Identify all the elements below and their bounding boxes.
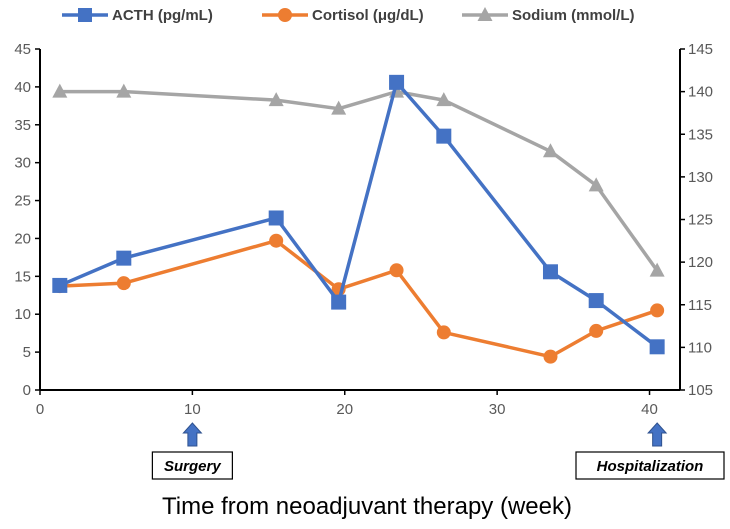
sodium-point bbox=[52, 83, 68, 98]
legend: ACTH (pg/mL) Cortisol (μg/dL) Sodium (mmol… bbox=[62, 7, 635, 24]
acth-point bbox=[588, 293, 604, 309]
acth-point bbox=[331, 294, 347, 310]
hospitalization-label: Hospitalization bbox=[597, 458, 704, 475]
surgery-arrow-icon bbox=[182, 422, 203, 447]
y-left-tick-label: 30 bbox=[14, 155, 31, 172]
y-left-tick-label: 40 bbox=[14, 79, 31, 96]
sodium-point bbox=[649, 262, 665, 277]
legend-sodium-marker bbox=[477, 7, 493, 21]
x-axis-title: Time from neoadjuvant therapy (week) bbox=[162, 493, 572, 520]
y-right-tick-label: 130 bbox=[688, 169, 713, 186]
y-left-tick-label: 45 bbox=[14, 41, 31, 58]
surgery-box bbox=[151, 451, 233, 480]
cortisol-point bbox=[650, 303, 665, 318]
y-left-tick-label: 0 bbox=[23, 382, 31, 399]
y-right-tick-label: 140 bbox=[688, 84, 713, 101]
y-right-tick-label: 105 bbox=[688, 382, 713, 399]
y-right-tick-label: 145 bbox=[688, 41, 713, 58]
sodium-point bbox=[588, 177, 604, 192]
sodium-point bbox=[268, 92, 284, 107]
cortisol-point bbox=[269, 233, 284, 248]
acth-point bbox=[268, 210, 284, 226]
acth-point bbox=[52, 277, 68, 293]
acth-line bbox=[59, 80, 659, 349]
y-right-tick-label: 125 bbox=[688, 212, 713, 229]
sodium-point bbox=[116, 83, 132, 98]
x-tick-label: 10 bbox=[184, 401, 201, 418]
sodium-line bbox=[59, 89, 659, 272]
y-right-tick-label: 135 bbox=[688, 126, 713, 143]
legend-cortisol-label: Cortisol (μg/dL) bbox=[312, 7, 424, 24]
x-tick-label: 20 bbox=[336, 401, 353, 418]
cortisol-point bbox=[589, 323, 604, 338]
y-left-tick-label: 10 bbox=[14, 306, 31, 323]
legend-acth-marker bbox=[78, 8, 92, 22]
y-right-tick-label: 115 bbox=[688, 297, 712, 314]
acth-point bbox=[436, 128, 452, 144]
surgery-label: Surgery bbox=[164, 458, 221, 475]
x-tick-label: 30 bbox=[489, 401, 506, 418]
cortisol-point bbox=[543, 349, 558, 364]
sodium-point bbox=[331, 100, 347, 115]
acth-point bbox=[542, 264, 558, 280]
hospitalization-box bbox=[575, 451, 725, 480]
axes: 0 5 10 15 20 25 30 35 40 45 105 110 115 120 125 130 135 1… bbox=[14, 41, 713, 418]
plot-area bbox=[52, 74, 665, 364]
y-right-tick-label: 120 bbox=[688, 254, 713, 271]
cortisol-point bbox=[116, 276, 131, 291]
y-left-tick-label: 15 bbox=[14, 268, 31, 285]
annotations: Surgery Hospitalization bbox=[151, 422, 725, 480]
cortisol-point bbox=[436, 325, 451, 340]
hospitalization-arrow-icon bbox=[647, 422, 668, 447]
y-left-tick-label: 5 bbox=[23, 344, 31, 361]
acth-point bbox=[116, 250, 132, 266]
legend-acth-label: ACTH (pg/mL) bbox=[112, 7, 213, 24]
y-left-tick-label: 20 bbox=[14, 230, 31, 247]
sodium-point bbox=[542, 143, 558, 158]
x-tick-label: 0 bbox=[36, 401, 44, 418]
x-tick-label: 40 bbox=[641, 401, 658, 418]
cortisol-point bbox=[389, 263, 404, 278]
acth-point bbox=[649, 339, 665, 355]
y-left-tick-label: 35 bbox=[14, 117, 31, 134]
cortisol-line bbox=[59, 238, 658, 359]
y-right-tick-label: 110 bbox=[688, 339, 712, 356]
legend-sodium-label: Sodium (mmol/L) bbox=[512, 7, 635, 24]
y-left-tick-label: 25 bbox=[14, 193, 31, 210]
legend-cortisol-marker bbox=[278, 8, 292, 22]
sodium-point bbox=[436, 92, 452, 107]
acth-point bbox=[389, 74, 405, 90]
